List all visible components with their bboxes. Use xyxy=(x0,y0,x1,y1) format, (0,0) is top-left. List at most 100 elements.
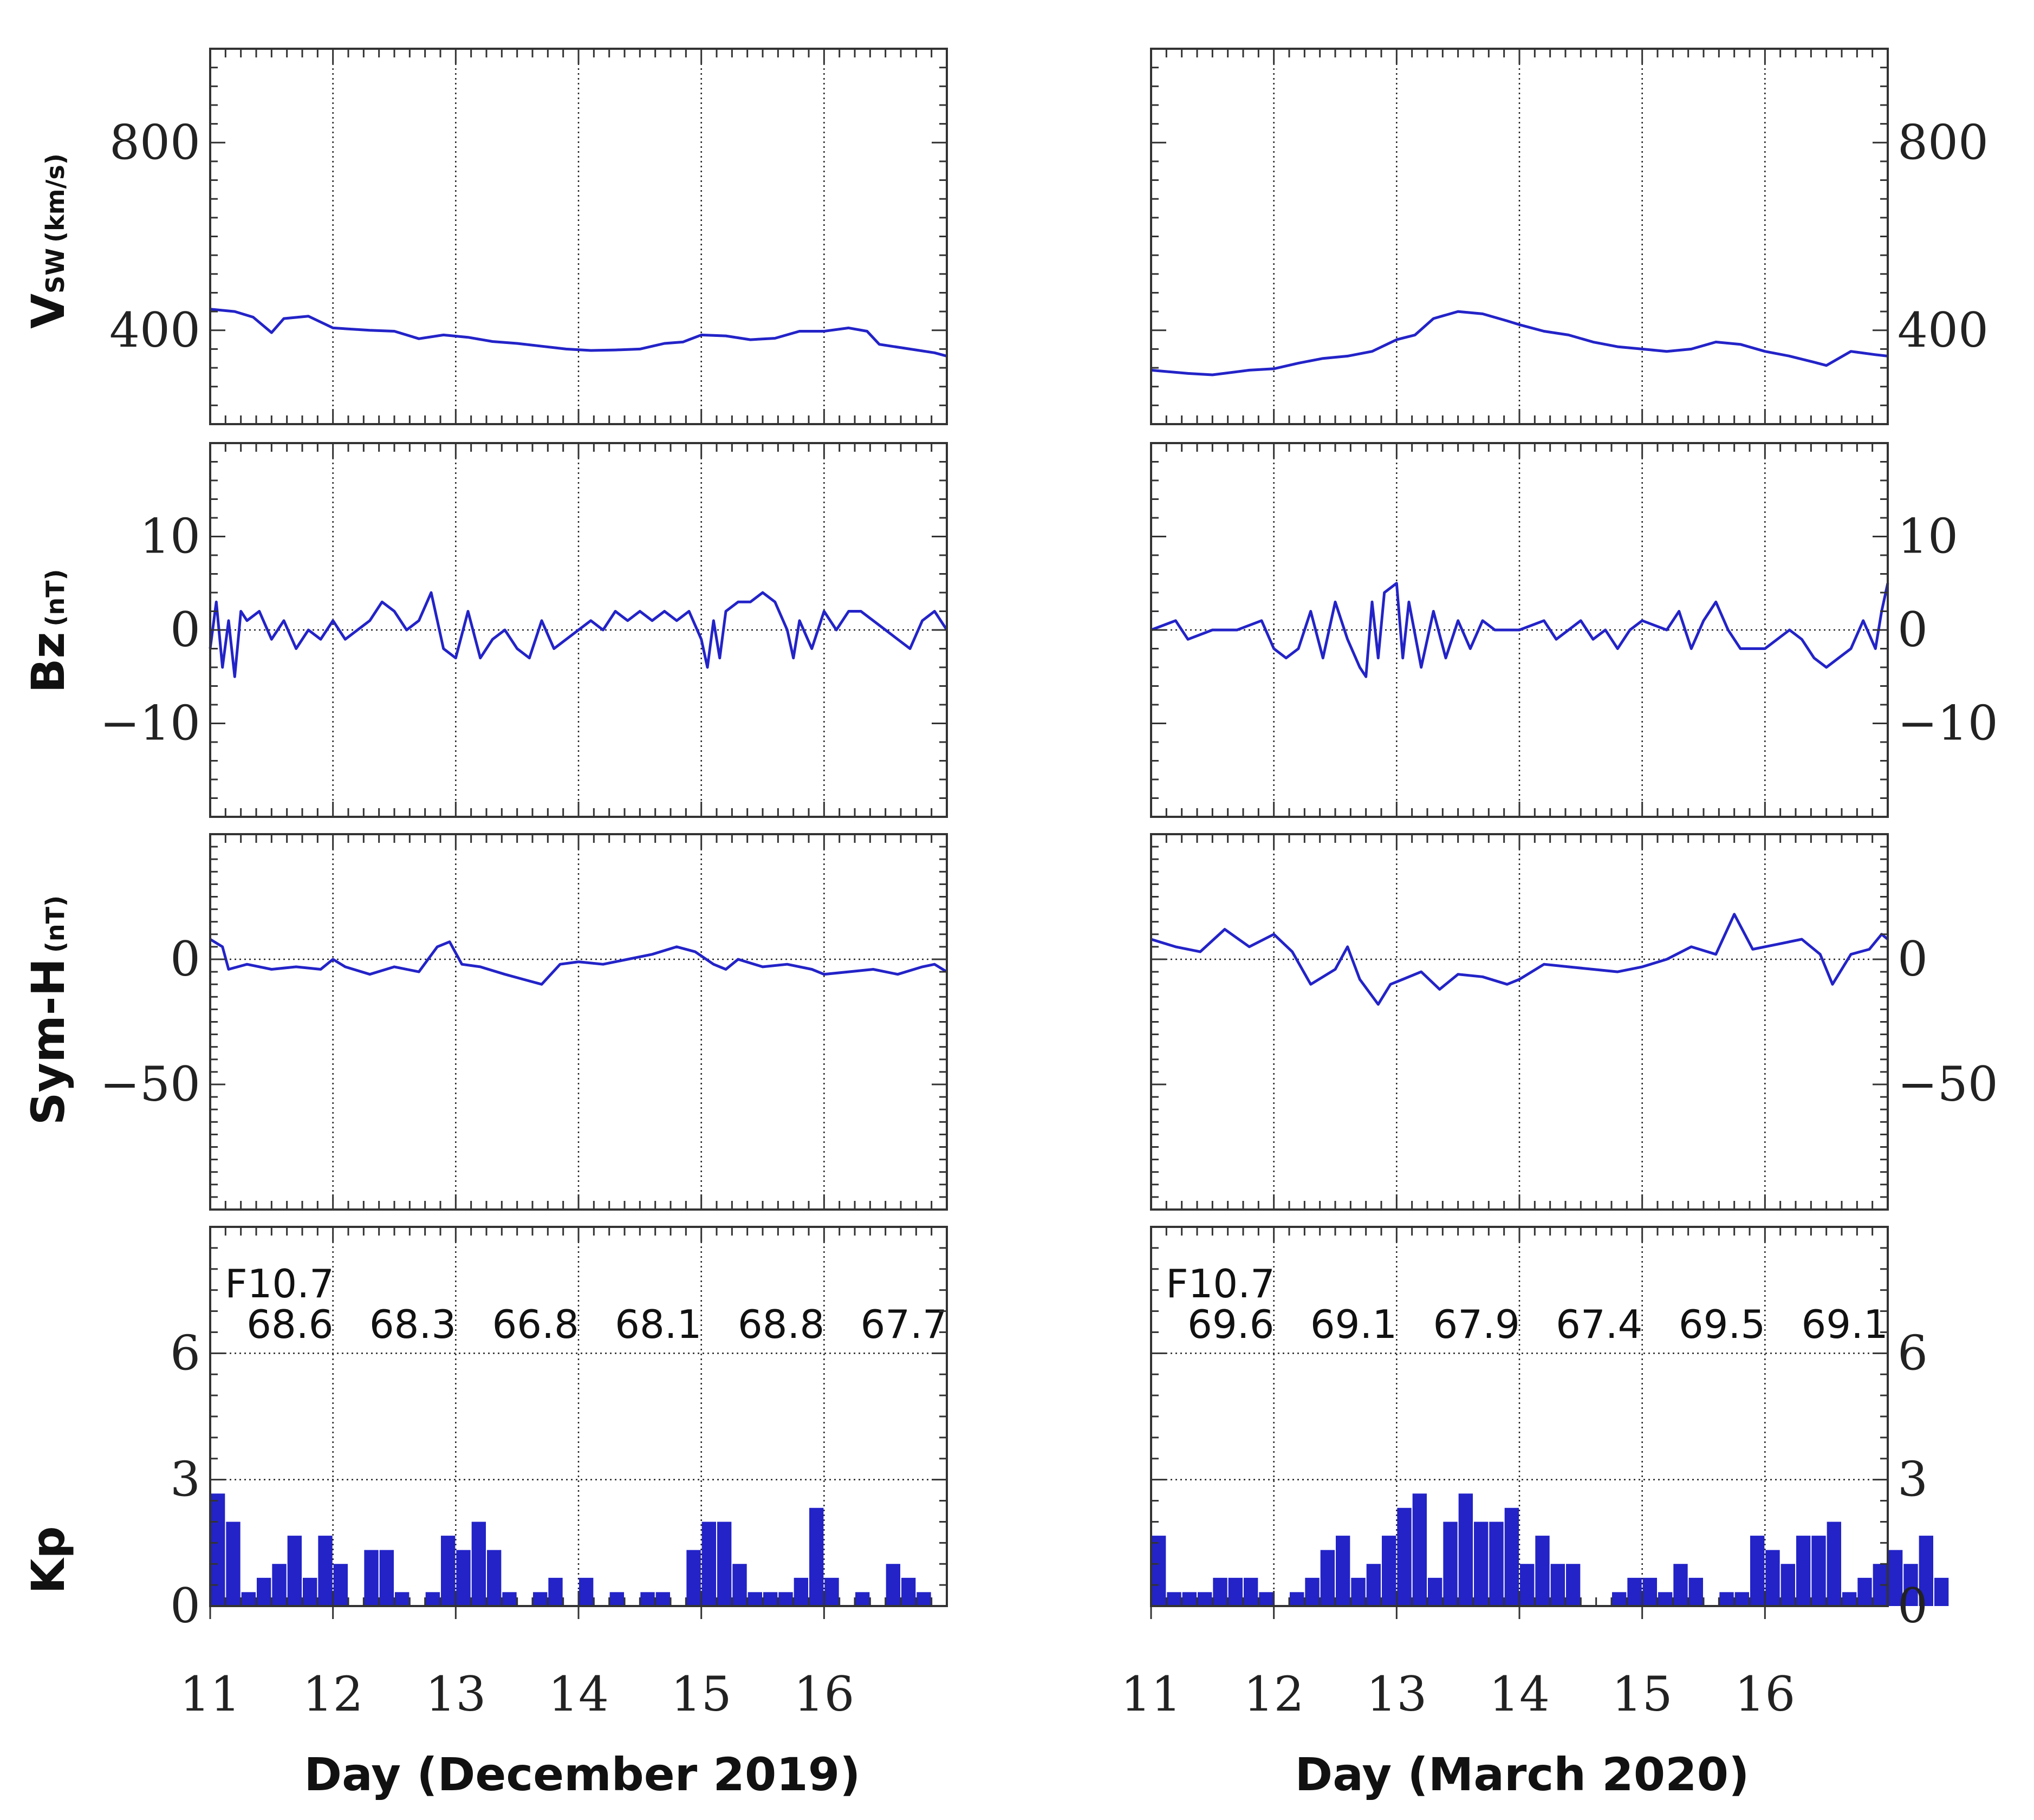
f107-value: 69.5 xyxy=(1679,1302,1765,1347)
kp-bar xyxy=(272,1564,287,1606)
kp-bar xyxy=(1152,1536,1166,1606)
kp-bar xyxy=(1213,1577,1227,1606)
kp-bar xyxy=(318,1536,333,1606)
kp-bar xyxy=(794,1577,808,1606)
y-tick-label: 10 xyxy=(1897,509,1958,564)
f107-value: 68.1 xyxy=(615,1302,701,1347)
kp-bar xyxy=(1535,1536,1550,1606)
y-tick-label: 6 xyxy=(170,1325,200,1381)
panel-vsw: 800 400 xyxy=(109,48,948,425)
f107-value: 68.8 xyxy=(738,1302,824,1347)
kp-bar xyxy=(1336,1536,1350,1606)
y-axis-title-symh: Sym-H(nT) xyxy=(22,895,75,1125)
kp-bar xyxy=(487,1550,502,1606)
kp-bar xyxy=(1244,1577,1258,1606)
kp-bar xyxy=(1719,1592,1734,1606)
kp-bar xyxy=(303,1577,317,1606)
kp-bar xyxy=(502,1592,517,1606)
kp-bar xyxy=(1934,1577,1949,1606)
kp-bar xyxy=(287,1536,302,1606)
y-axis-title-kp: Kp xyxy=(22,1526,75,1594)
y-tick-label: 0 xyxy=(1897,1578,1928,1634)
kp-bar xyxy=(917,1592,931,1606)
kp-bar xyxy=(1566,1564,1581,1606)
y-tick-label: 400 xyxy=(1897,302,1988,358)
y-tick-label: −50 xyxy=(100,1056,200,1112)
x-tick-label: 11 xyxy=(1121,1666,1181,1722)
svg-text:VSW(km/s): VSW(km/s) xyxy=(22,153,75,329)
y-tick-label: 3 xyxy=(1897,1452,1928,1507)
x-tick-label: 15 xyxy=(671,1666,732,1722)
bz-series-line xyxy=(1151,582,1889,678)
x-tick-label: 16 xyxy=(794,1666,854,1722)
kp-bar xyxy=(1750,1536,1765,1606)
kp-bar xyxy=(1520,1564,1535,1606)
kp-bar xyxy=(257,1577,271,1606)
kp-bar xyxy=(1412,1493,1427,1606)
y-tick-label: 0 xyxy=(1897,602,1928,658)
x-tick-label: 14 xyxy=(1489,1666,1550,1722)
kp-bar xyxy=(640,1592,655,1606)
vsw-series-line xyxy=(1151,310,1888,376)
kp-bar xyxy=(1827,1522,1841,1606)
kp-bar xyxy=(579,1577,594,1606)
kp-bar xyxy=(1673,1564,1688,1606)
y-tick-label: −10 xyxy=(1897,696,1998,751)
x-tick-label: 15 xyxy=(1612,1666,1673,1722)
kp-bar xyxy=(686,1550,701,1606)
y-tick-label: −10 xyxy=(100,696,200,751)
x-tick-label: 11 xyxy=(180,1666,241,1722)
kp-bar xyxy=(1688,1577,1703,1606)
kp-bar xyxy=(1290,1592,1304,1606)
x-tick-label: 13 xyxy=(1366,1666,1427,1722)
kp-bar xyxy=(763,1592,778,1606)
kp-bar xyxy=(441,1536,456,1606)
kp-bar xyxy=(471,1522,486,1606)
kp-bar xyxy=(701,1522,716,1606)
f107-value: 68.3 xyxy=(369,1302,456,1347)
symh-series-line xyxy=(209,938,948,986)
kp-bar xyxy=(1167,1592,1181,1606)
kp-bar xyxy=(364,1550,379,1606)
svg-text:Bz(nT): Bz(nT) xyxy=(22,569,75,693)
y-axis-title-bz: Bz(nT) xyxy=(22,569,75,693)
x-axis-title-december-2019: Day (December 2019) xyxy=(304,1748,860,1801)
y-tick-label: 400 xyxy=(109,302,200,358)
bz-series-line xyxy=(209,591,948,678)
kp-bar xyxy=(1428,1577,1442,1606)
kp-bar xyxy=(1458,1493,1473,1606)
x-tick-label: 12 xyxy=(1244,1666,1304,1722)
kp-bar xyxy=(1351,1577,1366,1606)
f107-label: F10.7 xyxy=(225,1261,334,1306)
kp-bar xyxy=(1397,1507,1412,1606)
kp-bar xyxy=(425,1592,440,1606)
kp-bar xyxy=(1443,1522,1458,1606)
x-tick-label: 16 xyxy=(1734,1666,1795,1722)
x-tick-label: 12 xyxy=(303,1666,363,1722)
kp-bar xyxy=(1888,1550,1903,1606)
svg-text:Kp: Kp xyxy=(22,1526,75,1594)
y-tick-label: 0 xyxy=(170,931,200,987)
kp-bar xyxy=(886,1564,900,1606)
panel-vsw: 800 400 xyxy=(1150,48,1988,425)
kp-bar xyxy=(748,1592,762,1606)
kp-bar xyxy=(1198,1592,1212,1606)
kp-bar xyxy=(855,1592,870,1606)
f107-label: F10.7 xyxy=(1166,1261,1275,1306)
kp-bar xyxy=(732,1564,747,1606)
kp-bar xyxy=(1489,1522,1504,1606)
kp-bar xyxy=(1919,1536,1933,1606)
chart-december-2019: 800 400 10 0 −10 0 −50 F10.768.6 68.3 66.8 68.1 68.… xyxy=(100,48,948,1722)
y-tick-label: 0 xyxy=(170,602,200,658)
kp-bar xyxy=(395,1592,410,1606)
kp-bar xyxy=(1366,1564,1381,1606)
panel-kp: F10.768.6 68.3 66.8 68.1 68.8 67.7 6 3 0 xyxy=(170,1226,948,1634)
kp-bar xyxy=(809,1507,824,1606)
kp-bar xyxy=(1627,1577,1642,1606)
kp-bar xyxy=(1658,1592,1673,1606)
panel-bz: 10 0 −10 xyxy=(1150,442,1998,818)
kp-bar xyxy=(1642,1577,1657,1606)
symh-series-line xyxy=(1151,913,1889,1006)
kp-bar xyxy=(456,1550,471,1606)
